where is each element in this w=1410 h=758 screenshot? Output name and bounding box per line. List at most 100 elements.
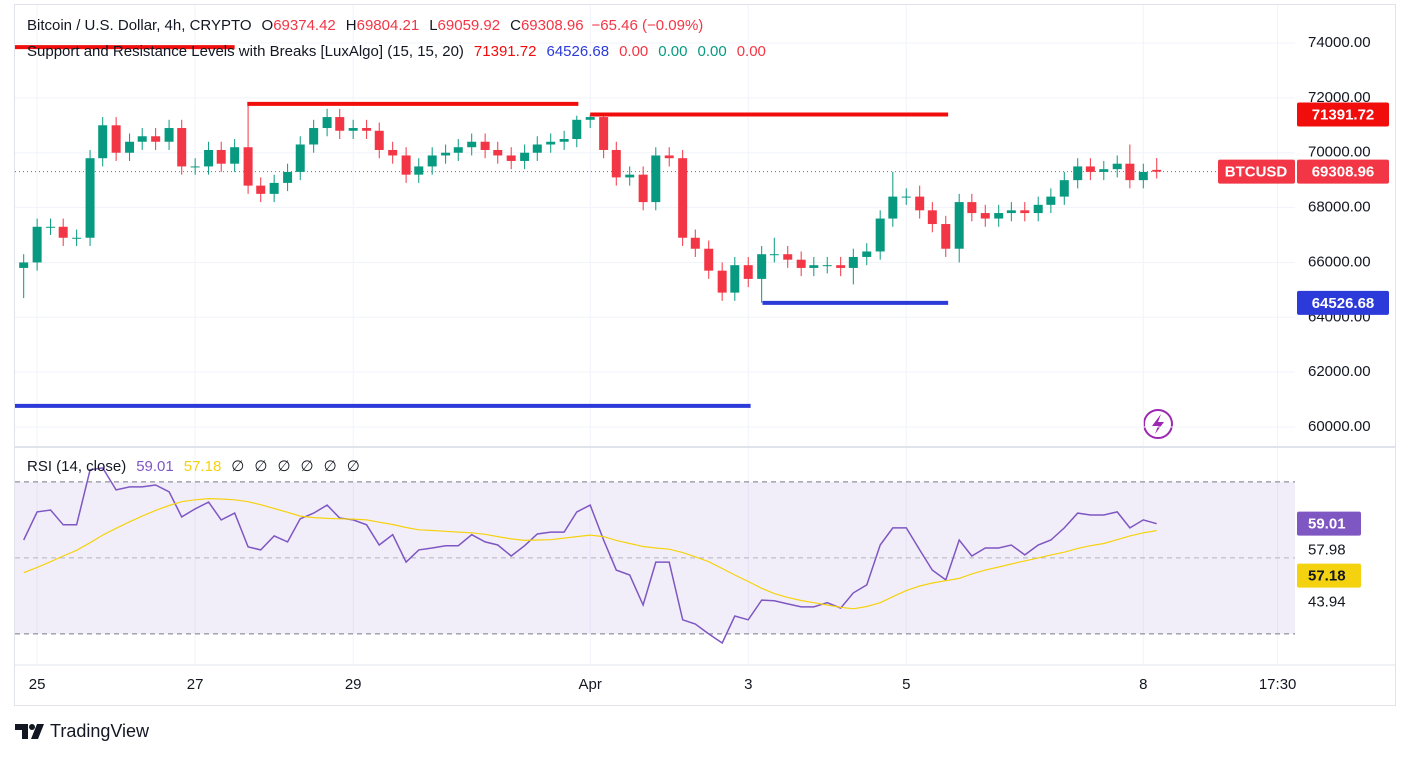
y-tick-label: 62000.00 bbox=[1308, 363, 1371, 380]
candle-body bbox=[994, 213, 1004, 219]
y-tick-label: 72000.00 bbox=[1308, 89, 1371, 106]
y-tick-label: 70000.00 bbox=[1308, 144, 1371, 161]
candle-body bbox=[1152, 169, 1162, 172]
rsi-badge bbox=[1297, 511, 1361, 536]
candle-body bbox=[717, 270, 727, 293]
candle-body bbox=[493, 149, 503, 156]
symbol-badge-label: BTCUSD bbox=[1225, 164, 1288, 181]
candle-body bbox=[243, 147, 253, 186]
x-tick-label: 8 bbox=[1139, 676, 1147, 693]
candle-body bbox=[730, 265, 740, 293]
rsi-title: RSI (14, close) bbox=[27, 458, 127, 475]
candle-body bbox=[967, 202, 977, 214]
ohlc-value: 69374.42 bbox=[273, 17, 336, 34]
symbol-badge bbox=[1218, 159, 1295, 184]
candle-body bbox=[678, 158, 688, 238]
candle-body bbox=[362, 128, 372, 131]
candle-body bbox=[322, 117, 332, 129]
candle-body bbox=[559, 139, 569, 142]
candle-body bbox=[783, 254, 793, 260]
rsi-line bbox=[23, 467, 1157, 645]
candle-body bbox=[467, 141, 477, 148]
logo-part[interactable] bbox=[15, 724, 28, 739]
rsi-ma-line bbox=[23, 497, 1157, 610]
rsi-badge-label: 59.01 bbox=[1308, 516, 1346, 533]
marks bbox=[15, 45, 1295, 645]
candle-body bbox=[980, 213, 990, 219]
candle-body bbox=[137, 136, 147, 142]
candle-body bbox=[1006, 210, 1016, 214]
candle-body bbox=[427, 155, 437, 167]
price-change: −65.46 (−0.09%) bbox=[591, 17, 704, 34]
rsi-empty-value: ∅ bbox=[277, 458, 291, 475]
rsi-empty-value: ∅ bbox=[346, 458, 360, 475]
candle-body bbox=[348, 128, 358, 131]
y-tick-label: 68000.00 bbox=[1308, 199, 1371, 216]
candle-body bbox=[32, 226, 42, 263]
candle-body bbox=[46, 226, 56, 228]
alert-icon[interactable] bbox=[1143, 409, 1173, 439]
rsi-empty-value: ∅ bbox=[231, 458, 245, 475]
candle-body bbox=[1085, 166, 1095, 172]
candle-body bbox=[757, 254, 767, 279]
candle-body bbox=[256, 185, 266, 194]
candle-body bbox=[441, 152, 451, 156]
symbol-title: Bitcoin / U.S. Dollar, 4h, CRYPTO bbox=[27, 17, 252, 34]
candle-body bbox=[190, 166, 200, 168]
candle-body bbox=[599, 117, 609, 150]
candle-body bbox=[769, 254, 779, 256]
candle-body bbox=[401, 155, 411, 175]
candle-body bbox=[822, 265, 832, 267]
y-tick-label: 66000.00 bbox=[1308, 253, 1371, 270]
rsi-tick-label: 57.98 bbox=[1308, 542, 1346, 559]
y-tick-label: 60000.00 bbox=[1308, 418, 1371, 435]
rsi-legend: RSI (14, close) 59.01 57.18 ∅ ∅ ∅ ∅ ∅ ∅ bbox=[27, 457, 360, 475]
logo-part[interactable] bbox=[31, 724, 44, 739]
grid bbox=[15, 5, 1295, 664]
symbol-legend: Bitcoin / U.S. Dollar, 4h, CRYPTO O69374.… bbox=[27, 17, 703, 34]
candle-body bbox=[72, 237, 82, 239]
candle-body bbox=[230, 147, 240, 164]
rsi-value: 57.18 bbox=[183, 458, 222, 475]
rsi-tick-label: 43.94 bbox=[1308, 594, 1346, 611]
candle-body bbox=[295, 144, 305, 172]
brand-logo[interactable] bbox=[15, 724, 44, 739]
candle-body bbox=[875, 218, 885, 252]
x-tick-label: 29 bbox=[345, 676, 362, 693]
ohlc-label: L bbox=[429, 17, 438, 34]
logo-part[interactable] bbox=[29, 724, 35, 730]
brand-name[interactable]: TradingView bbox=[50, 721, 150, 741]
candle-body bbox=[1099, 169, 1109, 172]
rsi-empty-value: ∅ bbox=[254, 458, 268, 475]
y-tick-label: 74000.00 bbox=[1308, 34, 1371, 51]
x-tick-label: 25 bbox=[29, 676, 46, 693]
candle-body bbox=[809, 265, 819, 268]
candle-body bbox=[204, 149, 214, 167]
candle-body bbox=[941, 224, 951, 249]
candle-body bbox=[796, 259, 806, 268]
ohlc-label: C bbox=[510, 17, 521, 34]
candle-body bbox=[58, 226, 68, 238]
x-tick-label: 3 bbox=[744, 676, 752, 693]
candle-body bbox=[480, 141, 490, 150]
ohlc-value: 69308.96 bbox=[520, 17, 584, 34]
chart-frame bbox=[14, 4, 1396, 706]
ohlc-value: 69804.21 bbox=[356, 17, 420, 34]
indicator-legend: Support and Resistance Levels with Break… bbox=[27, 43, 766, 60]
candle-body bbox=[151, 136, 161, 142]
alert-bolt[interactable] bbox=[1152, 414, 1164, 434]
candle-body bbox=[585, 117, 595, 120]
candle-body bbox=[520, 152, 530, 161]
candle-body bbox=[177, 128, 187, 167]
level-badge bbox=[1297, 102, 1389, 127]
candle-body bbox=[1033, 204, 1043, 214]
candle-body bbox=[164, 128, 174, 142]
candle-body bbox=[1073, 166, 1083, 181]
candle-body bbox=[901, 196, 911, 198]
candle-body bbox=[19, 262, 29, 268]
candle-body bbox=[1138, 171, 1148, 181]
indicator-title: Support and Resistance Levels with Break… bbox=[27, 43, 464, 60]
level-badge-label: 64526.68 bbox=[1312, 295, 1375, 312]
rsi-value: 59.01 bbox=[136, 458, 174, 475]
